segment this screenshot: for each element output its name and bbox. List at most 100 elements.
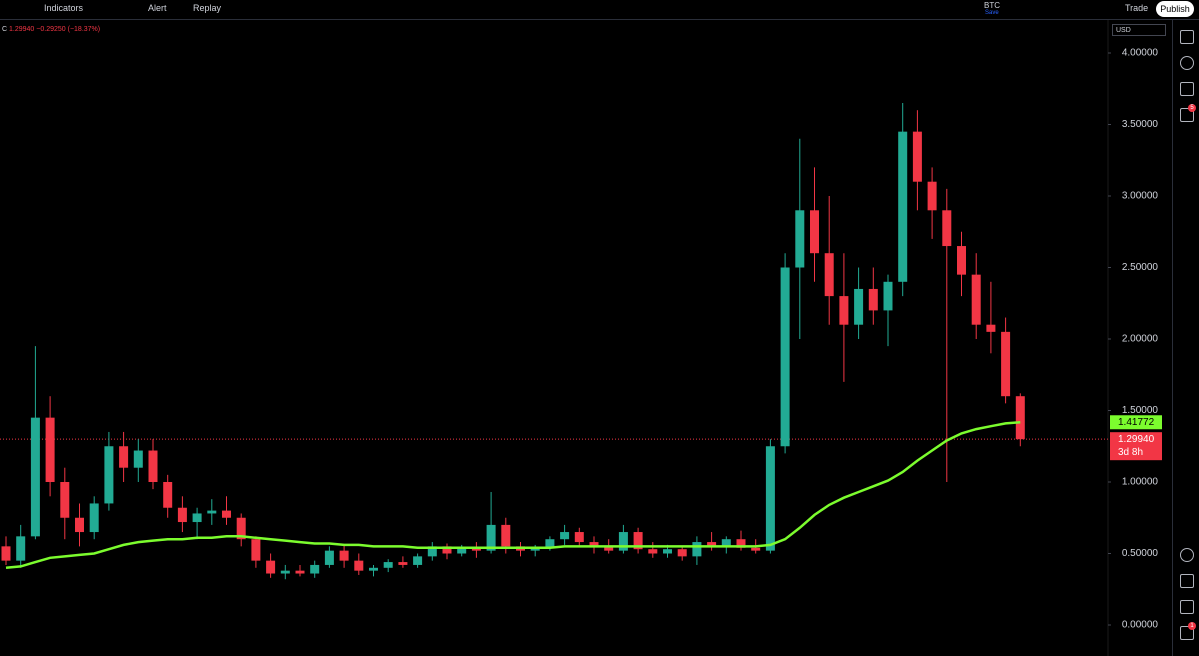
candle-body [707,542,717,547]
countdown-label: 3d 8h [1118,447,1143,458]
price-badge [1110,432,1162,461]
ideas-icon[interactable] [1180,574,1194,588]
candle-body [427,546,437,557]
replay-button[interactable]: Replay [193,3,222,13]
alerts-icon[interactable] [1180,56,1194,70]
candle-body [60,482,70,518]
candle-body [633,532,643,550]
candle-body [89,503,99,533]
candle-body [148,450,158,482]
candle-body [339,550,349,561]
candle-body [780,267,790,447]
candle-body [163,482,173,508]
candle-body [942,210,952,247]
symbol[interactable]: BTC [984,1,1000,10]
candle-body [971,274,981,325]
ohlc-header: C 1.29940 −0.29250 (−18.37%) [2,26,100,33]
alert-button[interactable]: Alert [148,3,167,13]
candle-body [574,532,584,543]
candle-body [692,542,702,557]
stream-icon[interactable] [1180,626,1194,640]
candle-body [119,446,129,468]
candle-body [736,539,746,548]
candle-body [383,562,393,568]
candle-body [266,560,276,574]
candle-body [354,560,364,571]
right-sidebar: 5 1 [1172,20,1199,656]
layers-icon[interactable] [1180,82,1194,96]
candle-body [957,246,966,275]
target-icon[interactable] [1180,548,1194,562]
y-tick-label: 2.50000 [1122,262,1159,273]
candle-body [1015,396,1025,440]
candle-body [530,547,540,551]
publish-button[interactable]: Publish [1156,1,1194,17]
candle-body [883,281,893,311]
candle-body [236,517,246,540]
candle-body [501,524,511,547]
price-badge-label: 1.29940 [1118,434,1155,445]
chart: 0.00000 0.50000 1.00000 1.50000 2.00000 2.500… [0,20,1162,656]
ma-badge [1110,415,1162,430]
y-tick-label: 3.00000 [1122,191,1159,202]
candle-body [824,253,834,297]
trade-button[interactable]: Trade [1125,3,1149,13]
candle-body [222,510,231,518]
currency-select[interactable]: USD [1112,24,1166,36]
candle-body [104,446,114,504]
candle-body [589,542,599,547]
y-tick-label: 4.00000 [1122,48,1159,59]
chat-icon[interactable] [1180,108,1194,122]
candle-body [986,324,996,332]
candle-body [604,546,614,551]
calendar-icon[interactable] [1180,600,1194,614]
candle-body [663,549,672,554]
moving-average [5,421,1021,570]
candle-body [677,549,687,557]
candle-body [795,210,805,268]
watchlist-icon[interactable] [1180,30,1194,44]
candle-body [133,450,143,468]
notification-badge: 1 [1188,622,1196,630]
close-label: C [2,26,8,33]
candle-body [207,510,217,514]
candle-body [192,513,202,523]
candle-body [545,539,555,548]
candle-body [75,517,84,533]
notification-badge: 5 [1188,104,1196,112]
candle-body [648,549,658,554]
candle-body [471,547,481,551]
candle-body [177,507,187,523]
candle-body [457,547,467,554]
y-tick-label: 1.50000 [1122,405,1159,416]
candle-body [1,546,11,561]
candle-body [618,532,628,551]
y-tick-label: 3.50000 [1122,119,1159,130]
candle-body [45,417,55,482]
candle-body [251,539,261,561]
close-value: 1.29940 [9,26,35,33]
candle-body [898,131,908,282]
candle-body [751,547,761,551]
save-button[interactable]: Save [985,10,999,16]
change-value: −0.29250 (−18.37%) [36,26,101,33]
candle-body [1001,331,1011,397]
candle-body [295,570,305,574]
candle-body [413,556,423,565]
candle-body [16,536,26,561]
candle-body [868,288,878,311]
candle-body [765,446,775,551]
candle-body [810,210,819,254]
y-tick-label: 0.50000 [1122,548,1159,559]
candle-body [927,181,937,211]
indicators-button[interactable]: Indicators [44,3,84,13]
candle-body [912,131,922,182]
y-tick-label: 1.00000 [1122,477,1159,488]
ma-badge-label: 1.41772 [1118,417,1155,428]
candle-body [839,296,849,325]
candle-body [560,532,570,540]
candle-body [854,288,864,325]
candle-body [369,567,378,571]
candle-body [280,570,290,574]
